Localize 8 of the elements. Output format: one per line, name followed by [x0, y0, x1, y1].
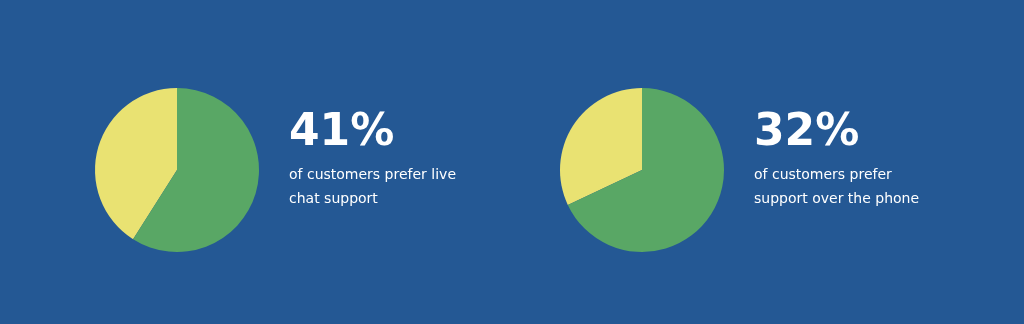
pie-slice	[560, 88, 642, 205]
text: of customers prefer support over the phone	[754, 165, 921, 208]
pie-slice	[95, 88, 177, 240]
chart-title: 41%	[289, 104, 396, 156]
pie-slice	[133, 88, 259, 252]
chart-title: 32%	[754, 104, 861, 156]
text: of customers prefer live chat support	[289, 165, 457, 208]
pie-slice	[567, 88, 724, 252]
